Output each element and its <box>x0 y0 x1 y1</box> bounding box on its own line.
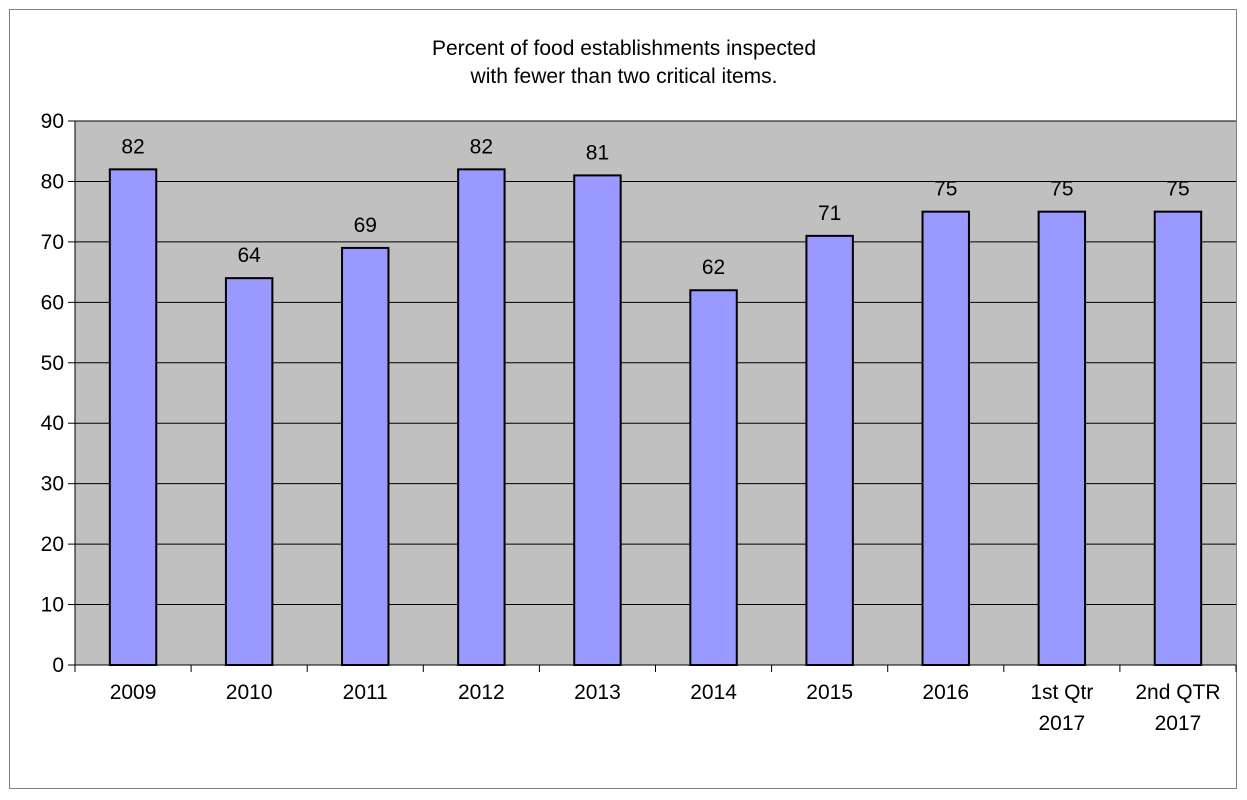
y-tick-label: 90 <box>41 110 64 133</box>
x-tick-label: 2016 <box>922 681 969 704</box>
x-tick-label: 2009 <box>110 681 157 704</box>
x-tick-label: 2010 <box>226 681 273 704</box>
data-label: 62 <box>702 256 725 279</box>
chart-title-line: Percent of food establishments inspected <box>432 37 816 60</box>
x-tick-label: 2013 <box>574 681 621 704</box>
bar <box>108 168 158 666</box>
y-tick-label: 20 <box>41 533 64 556</box>
x-axis: 2009 2010 2011 2012 2013 2014 2015 2016 1st Qtr 2… <box>74 664 1237 735</box>
data-label: 75 <box>1166 178 1189 201</box>
data-label: 75 <box>934 178 957 201</box>
data-label: 71 <box>818 202 841 225</box>
y-tick-label: 60 <box>41 291 64 314</box>
bar <box>457 168 506 666</box>
data-label: 81 <box>586 141 609 164</box>
data-label: 64 <box>237 244 261 267</box>
data-labels: 82 64 69 82 81 62 71 75 75 75 <box>121 135 1189 279</box>
x-tick-label: 1st Qtr 2017 <box>1030 681 1093 735</box>
y-tick-label: 40 <box>41 412 64 435</box>
bar <box>1153 210 1203 667</box>
bar <box>689 289 738 666</box>
y-axis: 0 10 20 30 40 50 60 70 80 90 <box>41 110 76 677</box>
data-label: 82 <box>470 135 493 158</box>
x-tick-label: 2014 <box>690 681 737 704</box>
bar <box>805 234 854 666</box>
y-tick-label: 70 <box>41 231 64 254</box>
x-tick-label: 2011 <box>343 681 388 704</box>
data-label: 69 <box>354 214 377 237</box>
bar <box>1037 210 1087 667</box>
chart-title: Percent of food establishments inspected… <box>432 37 816 88</box>
chart-title-line: with fewer than two critical items. <box>470 65 778 88</box>
bars <box>108 168 1203 667</box>
bar <box>573 174 622 666</box>
data-label: 82 <box>121 135 144 158</box>
y-tick-label: 50 <box>41 352 64 375</box>
y-tick-label: 0 <box>52 654 64 677</box>
y-tick-label: 30 <box>41 473 64 496</box>
bar <box>224 277 274 666</box>
y-tick-label: 10 <box>41 594 64 617</box>
bar <box>341 246 390 667</box>
bar <box>921 210 970 667</box>
x-tick-label: 2015 <box>806 681 853 704</box>
data-label: 75 <box>1050 178 1073 201</box>
y-tick-label: 80 <box>41 170 64 193</box>
x-tick-label: 2012 <box>458 681 505 704</box>
x-tick-label: 2nd QTR 2017 <box>1135 681 1220 735</box>
